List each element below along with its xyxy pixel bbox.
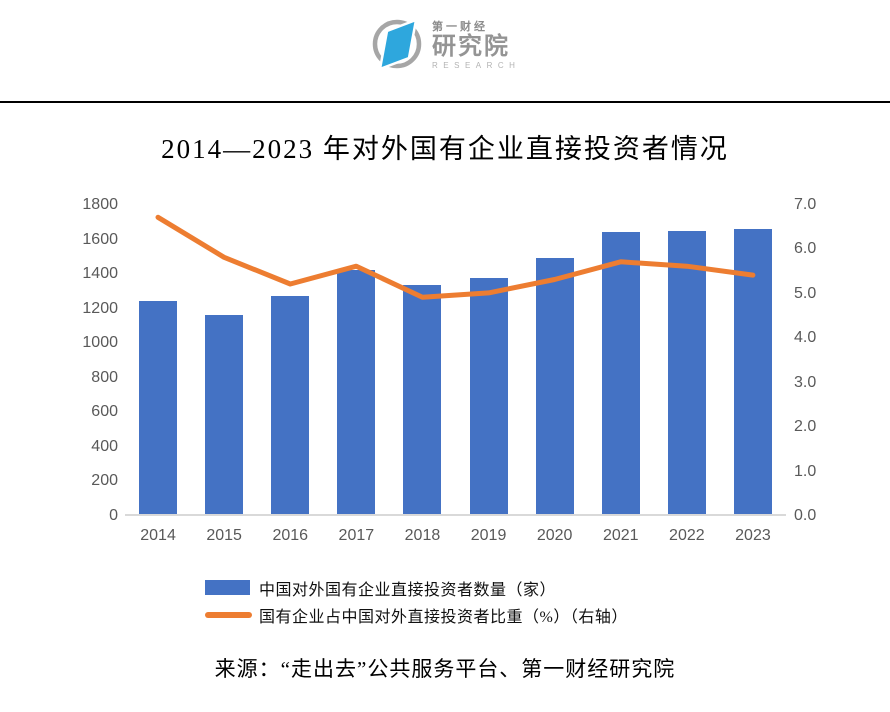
line-series-swatch-icon: [205, 611, 252, 618]
left-tick-0: 0: [109, 507, 118, 524]
x-label-2022: 2022: [669, 527, 705, 544]
right-tick-7: 7.0: [794, 196, 817, 213]
right-tick-0: 0.0: [794, 507, 817, 524]
right-tick-2: 2.0: [794, 418, 817, 436]
ratio-line: [155, 214, 756, 300]
left-tick-1200: 1200: [82, 299, 118, 317]
bar-2018: [403, 285, 442, 515]
x-label-2014: 2014: [140, 527, 176, 544]
left-tick-800: 800: [91, 368, 118, 386]
legend-item-line-series: 国有企业占中国对外直接投资者比重（%）（右轴）: [205, 601, 628, 628]
left-tick-1000: 1000: [82, 334, 118, 352]
left-tick-600: 600: [91, 403, 118, 421]
x-label-2020: 2020: [536, 527, 573, 544]
bar-2021: [601, 232, 640, 515]
logo-institute-name: 研究院: [432, 33, 510, 60]
bar-2022: [667, 231, 706, 515]
bars-layer: [125, 204, 786, 515]
x-label-2016: 2016: [272, 527, 309, 544]
x-label-2021: 2021: [602, 527, 639, 544]
x-label-2017: 2017: [338, 527, 375, 544]
line-series-label: 国有企业占中国对外直接投资者比重（%）（右轴）: [259, 608, 628, 626]
right-tick-5: 5.0: [794, 284, 817, 302]
source-attribution: 来源：“走出去”公共服务平台、第一财经研究院: [214, 657, 676, 681]
bar-series-label: 中国对外国有企业直接投资者数量（家）: [259, 581, 557, 599]
bar-2014: [139, 301, 178, 515]
chart-title: 2014—2023 年对外国有企业直接投资者情况: [161, 134, 729, 164]
right-tick-3: 3.0: [794, 373, 817, 391]
right-tick-6: 6.0: [794, 240, 817, 258]
left-tick-1600: 1600: [82, 230, 118, 248]
logo-research-label: RESEARCH: [432, 61, 521, 70]
logo-compass-icon: [372, 18, 422, 70]
line-layer: [155, 214, 756, 300]
x-axis-line: [125, 514, 786, 516]
bar-2015: [205, 314, 244, 515]
left-tick-1800: 1800: [82, 196, 118, 213]
bar-2019: [469, 277, 508, 515]
x-label-2015: 2015: [206, 527, 242, 544]
yicai-research-logo: 第一财经 研究院 RESEARCH: [372, 14, 572, 72]
logo-text: 第一财经 研究院 RESEARCH: [432, 14, 520, 72]
right-tick-4: 4.0: [794, 329, 817, 347]
bar-series-swatch-icon: [205, 580, 250, 595]
chart-legend: 中国对外国有企业直接投资者数量（家） 国有企业占中国对外直接投资者比重（%）（右…: [205, 574, 628, 628]
bar-2017: [337, 270, 376, 515]
logo-brand-name: 第一财经: [432, 21, 488, 33]
plot-area: [125, 204, 786, 515]
x-label-2018: 2018: [404, 527, 441, 544]
x-label-2023: 2023: [735, 527, 771, 544]
legend-item-bar-series: 中国对外国有企业直接投资者数量（家）: [205, 574, 628, 601]
left-tick-200: 200: [91, 472, 118, 490]
left-tick-1400: 1400: [82, 265, 118, 283]
right-tick-1: 1.0: [794, 462, 817, 480]
x-label-2019: 2019: [470, 527, 507, 544]
header-divider-line: [0, 101, 890, 103]
left-tick-400: 400: [91, 437, 118, 455]
bar-2020: [535, 257, 574, 515]
bar-2016: [271, 295, 310, 515]
